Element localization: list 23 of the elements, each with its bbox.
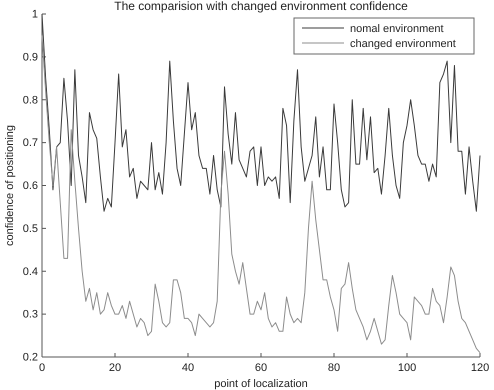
y-tick-label: 0.5 bbox=[22, 222, 38, 235]
x-tick-label: 0 bbox=[38, 362, 46, 374]
x-tick-label: 100 bbox=[398, 362, 416, 374]
y-tick-label: 0.2 bbox=[22, 352, 38, 364]
line-series bbox=[42, 14, 480, 212]
line-series bbox=[42, 34, 480, 354]
y-tick-label: 1 bbox=[32, 8, 38, 21]
x-tick-label: 40 bbox=[182, 362, 194, 374]
y-tick-label: 0.9 bbox=[22, 51, 38, 64]
x-axis-title: point of localization bbox=[214, 378, 308, 390]
y-tick-label: 0.7 bbox=[22, 137, 38, 150]
y-axis-title: confidence of positioning bbox=[4, 124, 16, 246]
x-tick-label: 60 bbox=[254, 362, 268, 374]
legend-label: changed environment bbox=[350, 38, 456, 50]
x-tick-label: 120 bbox=[470, 362, 490, 374]
y-tick-label: 0.8 bbox=[22, 94, 38, 106]
x-tick-label: 20 bbox=[108, 362, 122, 374]
y-tick-label: 0.3 bbox=[22, 308, 38, 321]
chart-title: The comparision with changed environment confidence bbox=[114, 0, 408, 13]
y-tick-label: 0.6 bbox=[22, 180, 38, 192]
x-tick-label: 80 bbox=[328, 362, 340, 374]
y-tick-label: 0.4 bbox=[22, 266, 38, 278]
legend-label: nomal environment bbox=[350, 23, 444, 35]
